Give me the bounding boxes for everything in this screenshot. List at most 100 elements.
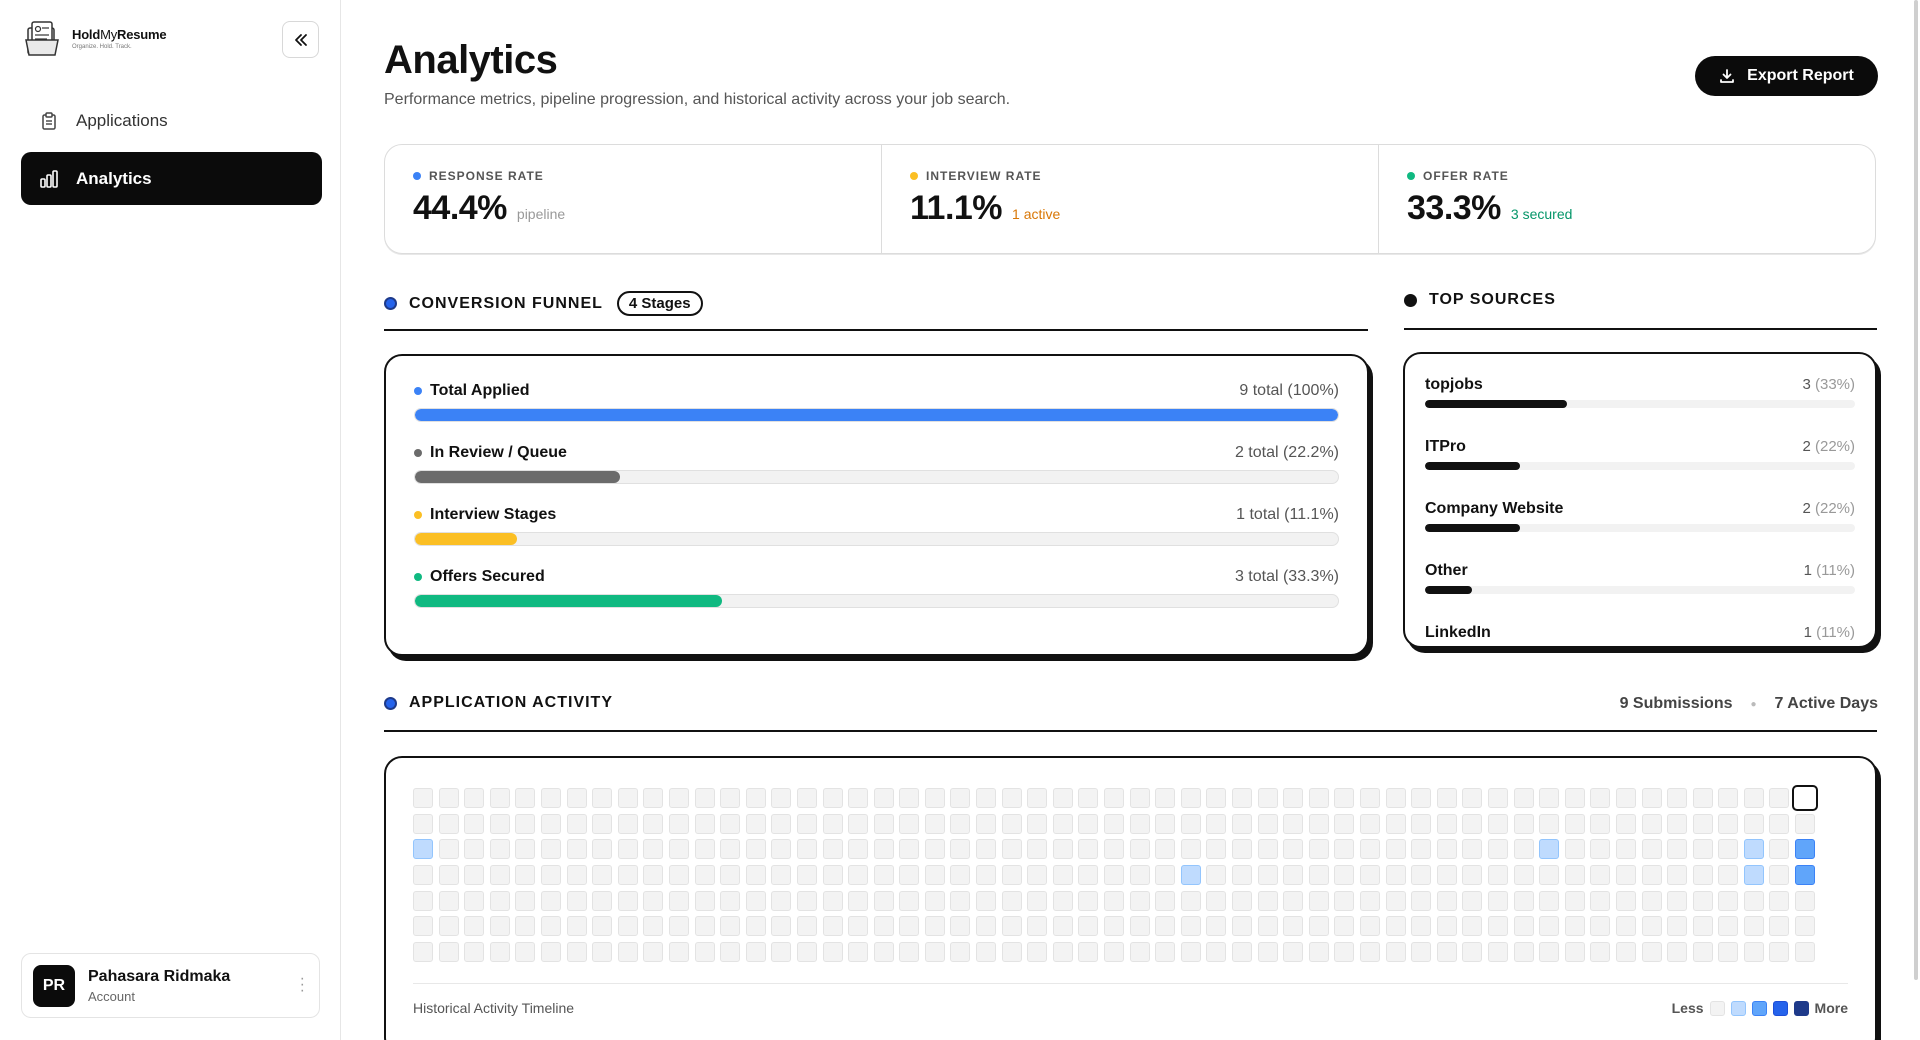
heatmap-cell[interactable] <box>1718 813 1739 834</box>
heatmap-cell[interactable] <box>566 788 587 808</box>
heatmap-cell[interactable] <box>1078 813 1099 834</box>
heatmap-cell[interactable] <box>1539 942 1560 963</box>
heatmap-cell[interactable] <box>1692 839 1713 860</box>
heatmap-cell[interactable] <box>1615 865 1636 886</box>
heatmap-cell[interactable] <box>464 813 485 834</box>
heatmap-cell[interactable] <box>668 942 689 963</box>
heatmap-cell[interactable] <box>1615 839 1636 860</box>
heatmap-cell[interactable] <box>1513 813 1534 834</box>
heatmap-cell[interactable] <box>1667 813 1688 834</box>
heatmap-cell[interactable] <box>745 865 766 886</box>
heatmap-cell[interactable] <box>976 813 997 834</box>
heatmap-cell[interactable] <box>1232 865 1252 886</box>
heatmap-cell[interactable] <box>1052 890 1073 911</box>
heatmap-cell[interactable] <box>1667 890 1688 911</box>
heatmap-cell[interactable] <box>1283 839 1304 860</box>
heatmap-cell[interactable] <box>1385 865 1406 886</box>
heatmap-cell[interactable] <box>694 839 715 860</box>
heatmap-cell[interactable] <box>464 839 485 860</box>
heatmap-cell[interactable] <box>1206 942 1227 963</box>
heatmap-cell[interactable] <box>694 942 715 963</box>
heatmap-cell[interactable] <box>566 942 587 963</box>
heatmap-cell[interactable] <box>796 916 817 937</box>
heatmap-cell[interactable] <box>796 865 817 886</box>
heatmap-cell[interactable] <box>1129 942 1150 963</box>
heatmap-cell[interactable] <box>1641 942 1662 963</box>
heatmap-cell[interactable] <box>1385 942 1406 963</box>
heatmap-cell[interactable] <box>1385 788 1406 808</box>
heatmap-cell[interactable] <box>1539 788 1560 808</box>
heatmap-cell[interactable] <box>1001 890 1022 911</box>
heatmap-cell[interactable] <box>822 865 843 886</box>
heatmap-cell[interactable] <box>1487 890 1508 911</box>
heatmap-cell[interactable] <box>413 839 433 860</box>
heatmap-cell[interactable] <box>1180 916 1201 937</box>
heatmap-cell[interactable] <box>540 788 561 808</box>
heatmap-cell[interactable] <box>1104 865 1125 886</box>
heatmap-cell[interactable] <box>924 813 945 834</box>
heatmap-cell[interactable] <box>515 788 536 808</box>
heatmap-cell[interactable] <box>1795 890 1816 911</box>
heatmap-cell[interactable] <box>924 942 945 963</box>
heatmap-cell[interactable] <box>1692 788 1713 808</box>
heatmap-cell[interactable] <box>1385 813 1406 834</box>
sidebar-item-applications[interactable]: Applications <box>21 94 322 147</box>
heatmap-cell[interactable] <box>1155 813 1176 834</box>
heatmap-cell[interactable] <box>1001 788 1022 808</box>
heatmap-cell[interactable] <box>1129 839 1150 860</box>
heatmap-cell[interactable] <box>720 839 741 860</box>
heatmap-cell[interactable] <box>643 916 664 937</box>
heatmap-cell[interactable] <box>1769 942 1790 963</box>
heatmap-cell[interactable] <box>515 839 536 860</box>
heatmap-cell[interactable] <box>1539 813 1560 834</box>
heatmap-cell[interactable] <box>771 942 792 963</box>
heatmap-cell[interactable] <box>1590 813 1611 834</box>
heatmap-cell[interactable] <box>1641 839 1662 860</box>
heatmap-cell[interactable] <box>1564 942 1585 963</box>
heatmap-cell[interactable] <box>1129 865 1150 886</box>
heatmap-cell[interactable] <box>1104 813 1125 834</box>
heatmap-cell[interactable] <box>1462 916 1483 937</box>
heatmap-cell[interactable] <box>796 890 817 911</box>
heatmap-cell[interactable] <box>617 839 638 860</box>
heatmap-cell[interactable] <box>1436 890 1457 911</box>
heatmap-cell[interactable] <box>566 916 587 937</box>
heatmap-cell[interactable] <box>1180 890 1201 911</box>
heatmap-cell[interactable] <box>1718 865 1739 886</box>
heatmap-cell[interactable] <box>848 890 869 911</box>
heatmap-cell[interactable] <box>873 813 894 834</box>
heatmap-cell[interactable] <box>899 942 920 963</box>
heatmap-cell[interactable] <box>1104 890 1125 911</box>
heatmap-cell[interactable] <box>1590 942 1611 963</box>
heatmap-cell[interactable] <box>1590 839 1611 860</box>
heatmap-cell[interactable] <box>1641 788 1662 808</box>
heatmap-cell[interactable] <box>438 788 459 808</box>
heatmap-cell[interactable] <box>464 890 485 911</box>
heatmap-cell[interactable] <box>1206 813 1227 834</box>
heatmap-cell[interactable] <box>1155 890 1176 911</box>
heatmap-cell[interactable] <box>1078 788 1099 808</box>
heatmap-cell[interactable] <box>848 788 869 808</box>
sidebar-item-analytics[interactable]: Analytics <box>21 152 322 205</box>
heatmap-cell[interactable] <box>540 813 561 834</box>
heatmap-cell[interactable] <box>1769 813 1790 834</box>
heatmap-cell[interactable] <box>1641 865 1662 886</box>
heatmap-cell[interactable] <box>1155 839 1176 860</box>
heatmap-cell[interactable] <box>668 865 689 886</box>
heatmap-cell[interactable] <box>1641 916 1662 937</box>
heatmap-cell[interactable] <box>592 890 613 911</box>
heatmap-cell[interactable] <box>1104 839 1125 860</box>
heatmap-cell[interactable] <box>1027 942 1048 963</box>
heatmap-cell[interactable] <box>1615 916 1636 937</box>
heatmap-cell[interactable] <box>1001 839 1022 860</box>
heatmap-cell[interactable] <box>694 813 715 834</box>
heatmap-cell[interactable] <box>976 865 997 886</box>
heatmap-cell[interactable] <box>1564 839 1585 860</box>
export-report-button[interactable]: Export Report <box>1695 56 1878 96</box>
heatmap-cell[interactable] <box>566 890 587 911</box>
heatmap-cell[interactable] <box>1513 839 1534 860</box>
heatmap-cell[interactable] <box>464 916 485 937</box>
heatmap-cell[interactable] <box>1308 942 1329 963</box>
heatmap-cell[interactable] <box>1180 813 1201 834</box>
heatmap-cell[interactable] <box>822 916 843 937</box>
